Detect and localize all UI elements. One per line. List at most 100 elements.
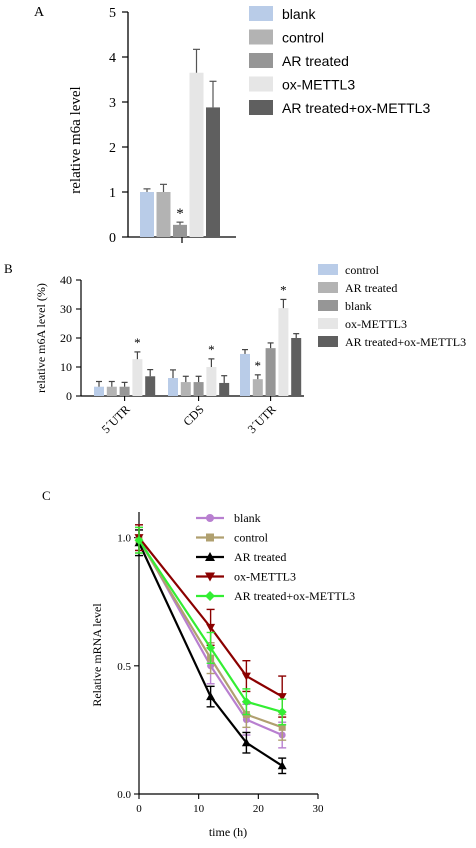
panel-b-y-label: relative m6A level (%) bbox=[34, 283, 48, 393]
panel-b-y-tick-label: 40 bbox=[60, 273, 72, 287]
panel-a-legend-label: ox-METTL3 bbox=[282, 77, 355, 93]
panel-a-legend-label: AR treated bbox=[282, 53, 349, 69]
panel-a-y-tick-label: 5 bbox=[109, 6, 116, 21]
panel-b-bar bbox=[132, 359, 143, 396]
panel-b-legend-swatch bbox=[318, 282, 338, 293]
panel-b-y-tick-label: 10 bbox=[60, 360, 72, 374]
panel-c-series-line bbox=[138, 539, 283, 714]
panel-b-significance: * bbox=[280, 282, 287, 297]
panel-b-category-label: 5ˊUTR bbox=[99, 402, 133, 436]
panel-b-significance: * bbox=[208, 342, 215, 357]
panel-c-x-tick-label: 0 bbox=[136, 803, 142, 815]
panel-b-legend-swatch bbox=[318, 300, 338, 311]
panel-c-legend-label: control bbox=[234, 531, 269, 545]
panel-b-legend-label: AR treated+ox-METTL3 bbox=[345, 335, 466, 349]
panel-a-y-tick-label: 4 bbox=[109, 51, 116, 66]
panel-b-bar bbox=[291, 338, 302, 396]
panel-c-data-point bbox=[241, 672, 251, 681]
panel-b-bar bbox=[168, 378, 178, 396]
panel-c-series-line bbox=[138, 542, 283, 767]
panel-b-bar bbox=[206, 367, 217, 396]
panel-b-bar bbox=[145, 376, 156, 396]
panel-c-data-point bbox=[206, 643, 216, 653]
panel-c-legend-label: blank bbox=[234, 511, 261, 525]
panel-c-x-tick-label: 20 bbox=[253, 803, 265, 815]
panel-c-y-label: Relative mRNA level bbox=[90, 603, 104, 707]
panel-b-bar bbox=[240, 353, 250, 396]
panel-c-series-line bbox=[138, 536, 283, 698]
panel-b-legend-swatch bbox=[318, 318, 338, 329]
panel-b-bar bbox=[252, 379, 263, 396]
panel-c-y-tick-label: 0.0 bbox=[117, 789, 131, 801]
panel-c-data-point bbox=[241, 738, 251, 747]
panel-a-bar bbox=[173, 224, 187, 237]
panel-c-legend-marker bbox=[205, 552, 215, 561]
panel-c-label: C bbox=[42, 488, 51, 503]
panel-b-significance: * bbox=[134, 335, 141, 350]
panel-b-significance: * bbox=[255, 358, 262, 373]
panel-a-significance: * bbox=[176, 206, 184, 222]
panel-a-bar bbox=[156, 192, 171, 237]
panel-a-y-tick-label: 1 bbox=[109, 186, 116, 201]
panel-a-legend-swatch bbox=[249, 76, 273, 92]
panel-c-legend-label: AR treated bbox=[234, 550, 286, 564]
panel-c-data-point bbox=[206, 623, 216, 632]
panel-a-legend-label: control bbox=[282, 30, 324, 46]
panel-a-legend-swatch bbox=[249, 29, 273, 45]
panel-a-label: A bbox=[34, 5, 45, 20]
panel-c-legend-marker bbox=[206, 514, 214, 522]
panel-c-data-point bbox=[277, 707, 287, 717]
panel-c-data-point bbox=[206, 692, 216, 701]
panel-b-bar bbox=[265, 348, 276, 396]
panel-b-y-tick-label: 0 bbox=[66, 389, 72, 403]
panel-c-legend-marker bbox=[206, 533, 214, 542]
panel-c-data-point bbox=[277, 693, 287, 702]
panel-b-bar bbox=[94, 386, 104, 396]
panel-b-bar bbox=[119, 386, 130, 396]
panel-b-bar bbox=[219, 382, 230, 396]
panel-c-y-tick-label: 0.5 bbox=[117, 661, 131, 673]
panel-b-bar bbox=[106, 386, 117, 396]
panel-c-y-tick-label: 1.0 bbox=[117, 533, 131, 545]
panel-b-bar bbox=[193, 382, 204, 396]
panel-c-x-tick-label: 30 bbox=[313, 803, 325, 815]
panel-c-legend-label: ox-METTL3 bbox=[234, 570, 296, 584]
panel-c-data-point bbox=[277, 761, 287, 770]
panel-c-data-point bbox=[134, 535, 144, 545]
panel-a-y-label: relative m6a level bbox=[68, 86, 84, 193]
panel-b-legend-label: AR treated bbox=[345, 281, 397, 295]
panel-b-bar bbox=[180, 382, 191, 396]
panel-a-y-tick-label: 0 bbox=[109, 231, 116, 246]
panel-a-legend-label: AR treated+ox-METTL3 bbox=[282, 100, 430, 116]
panel-a-y-tick-label: 3 bbox=[109, 96, 116, 111]
panel-b-legend-swatch bbox=[318, 336, 338, 347]
panel-a-bar bbox=[189, 72, 204, 237]
panel-c-series-line bbox=[138, 537, 283, 737]
panel-c-x-tick-label: 10 bbox=[193, 803, 205, 815]
panel-b-legend-swatch bbox=[318, 264, 338, 275]
panel-a-bar bbox=[140, 192, 154, 237]
panel-b-legend-label: blank bbox=[345, 299, 372, 313]
panel-c-series-line bbox=[138, 539, 283, 729]
panel-b-legend-label: control bbox=[345, 263, 380, 277]
panel-c-legend-marker bbox=[205, 572, 215, 582]
panel-a-legend-label: blank bbox=[282, 6, 316, 22]
panel-a-y-tick-label: 2 bbox=[109, 141, 116, 156]
panel-b-category-label: CDS bbox=[180, 402, 206, 428]
panel-b-category-label: 3ˊUTR bbox=[245, 402, 279, 436]
panel-c-data-point bbox=[278, 723, 286, 731]
panel-a-legend-swatch bbox=[249, 6, 273, 21]
panel-b-label: B bbox=[4, 261, 13, 276]
panel-a-legend-swatch bbox=[249, 53, 273, 68]
panel-a-bar bbox=[206, 107, 220, 238]
panel-c-legend-label: AR treated+ox-METTL3 bbox=[234, 589, 355, 603]
panel-b-legend-label: ox-METTL3 bbox=[345, 317, 407, 331]
panel-b-y-tick-label: 20 bbox=[60, 331, 72, 345]
panel-a-legend-swatch bbox=[249, 100, 273, 115]
panel-c-data-point bbox=[241, 697, 251, 707]
panel-c-legend-marker bbox=[205, 591, 215, 601]
panel-b-y-tick-label: 30 bbox=[60, 302, 72, 316]
panel-c-x-label: time (h) bbox=[209, 825, 247, 839]
panel-b-bar bbox=[278, 308, 289, 396]
